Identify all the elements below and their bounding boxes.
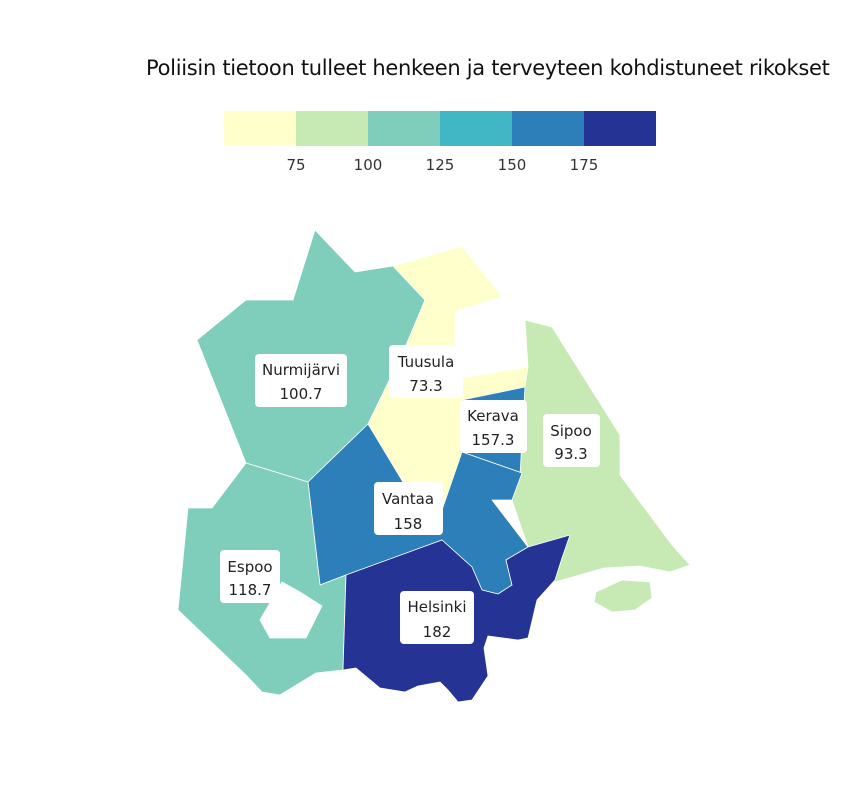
legend-tick-125: 125 (426, 156, 455, 174)
legend-bin-3 (368, 111, 440, 146)
label-vantaa: Vantaa 158 (374, 482, 443, 535)
legend-tick-100: 100 (354, 156, 383, 174)
label-espoo-value: 118.7 (229, 581, 272, 599)
legend-tick-150: 150 (498, 156, 527, 174)
label-nurmijarvi-value: 100.7 (280, 385, 323, 403)
label-tuusula-name: Tuusula (397, 353, 455, 371)
label-tuusula: Tuusula 73.3 (389, 345, 463, 398)
label-espoo: Espoo 118.7 (220, 550, 280, 603)
legend: 75 100 125 150 175 (224, 111, 656, 174)
legend-bin-4 (440, 111, 512, 146)
legend-bin-1 (224, 111, 296, 146)
label-espoo-name: Espoo (227, 558, 272, 576)
label-sipoo-value: 93.3 (554, 445, 587, 463)
label-vantaa-name: Vantaa (382, 490, 434, 508)
legend-bin-5 (512, 111, 584, 146)
label-tuusula-value: 73.3 (409, 377, 442, 395)
label-vantaa-value: 158 (394, 515, 423, 533)
label-kerava-name: Kerava (467, 407, 519, 425)
label-nurmijarvi-name: Nurmijärvi (262, 361, 340, 379)
region-labels: Nurmijärvi 100.7 Tuusula 73.3 Kerava 157… (220, 345, 600, 644)
legend-bin-6 (584, 111, 656, 146)
region-sipoo-island[interactable] (593, 579, 653, 613)
legend-tick-175: 175 (570, 156, 599, 174)
label-kerava: Kerava 157.3 (460, 400, 527, 453)
label-helsinki-value: 182 (423, 623, 452, 641)
label-helsinki: Helsinki 182 (400, 591, 474, 644)
label-nurmijarvi: Nurmijärvi 100.7 (255, 354, 347, 407)
label-sipoo-name: Sipoo (550, 422, 592, 440)
legend-tick-75: 75 (286, 156, 305, 174)
label-sipoo: Sipoo 93.3 (543, 414, 600, 467)
label-kerava-value: 157.3 (472, 431, 515, 449)
map-title: Poliisin tietoon tulleet henkeen ja terv… (146, 56, 830, 80)
label-helsinki-name: Helsinki (407, 598, 466, 616)
legend-bin-2 (296, 111, 368, 146)
